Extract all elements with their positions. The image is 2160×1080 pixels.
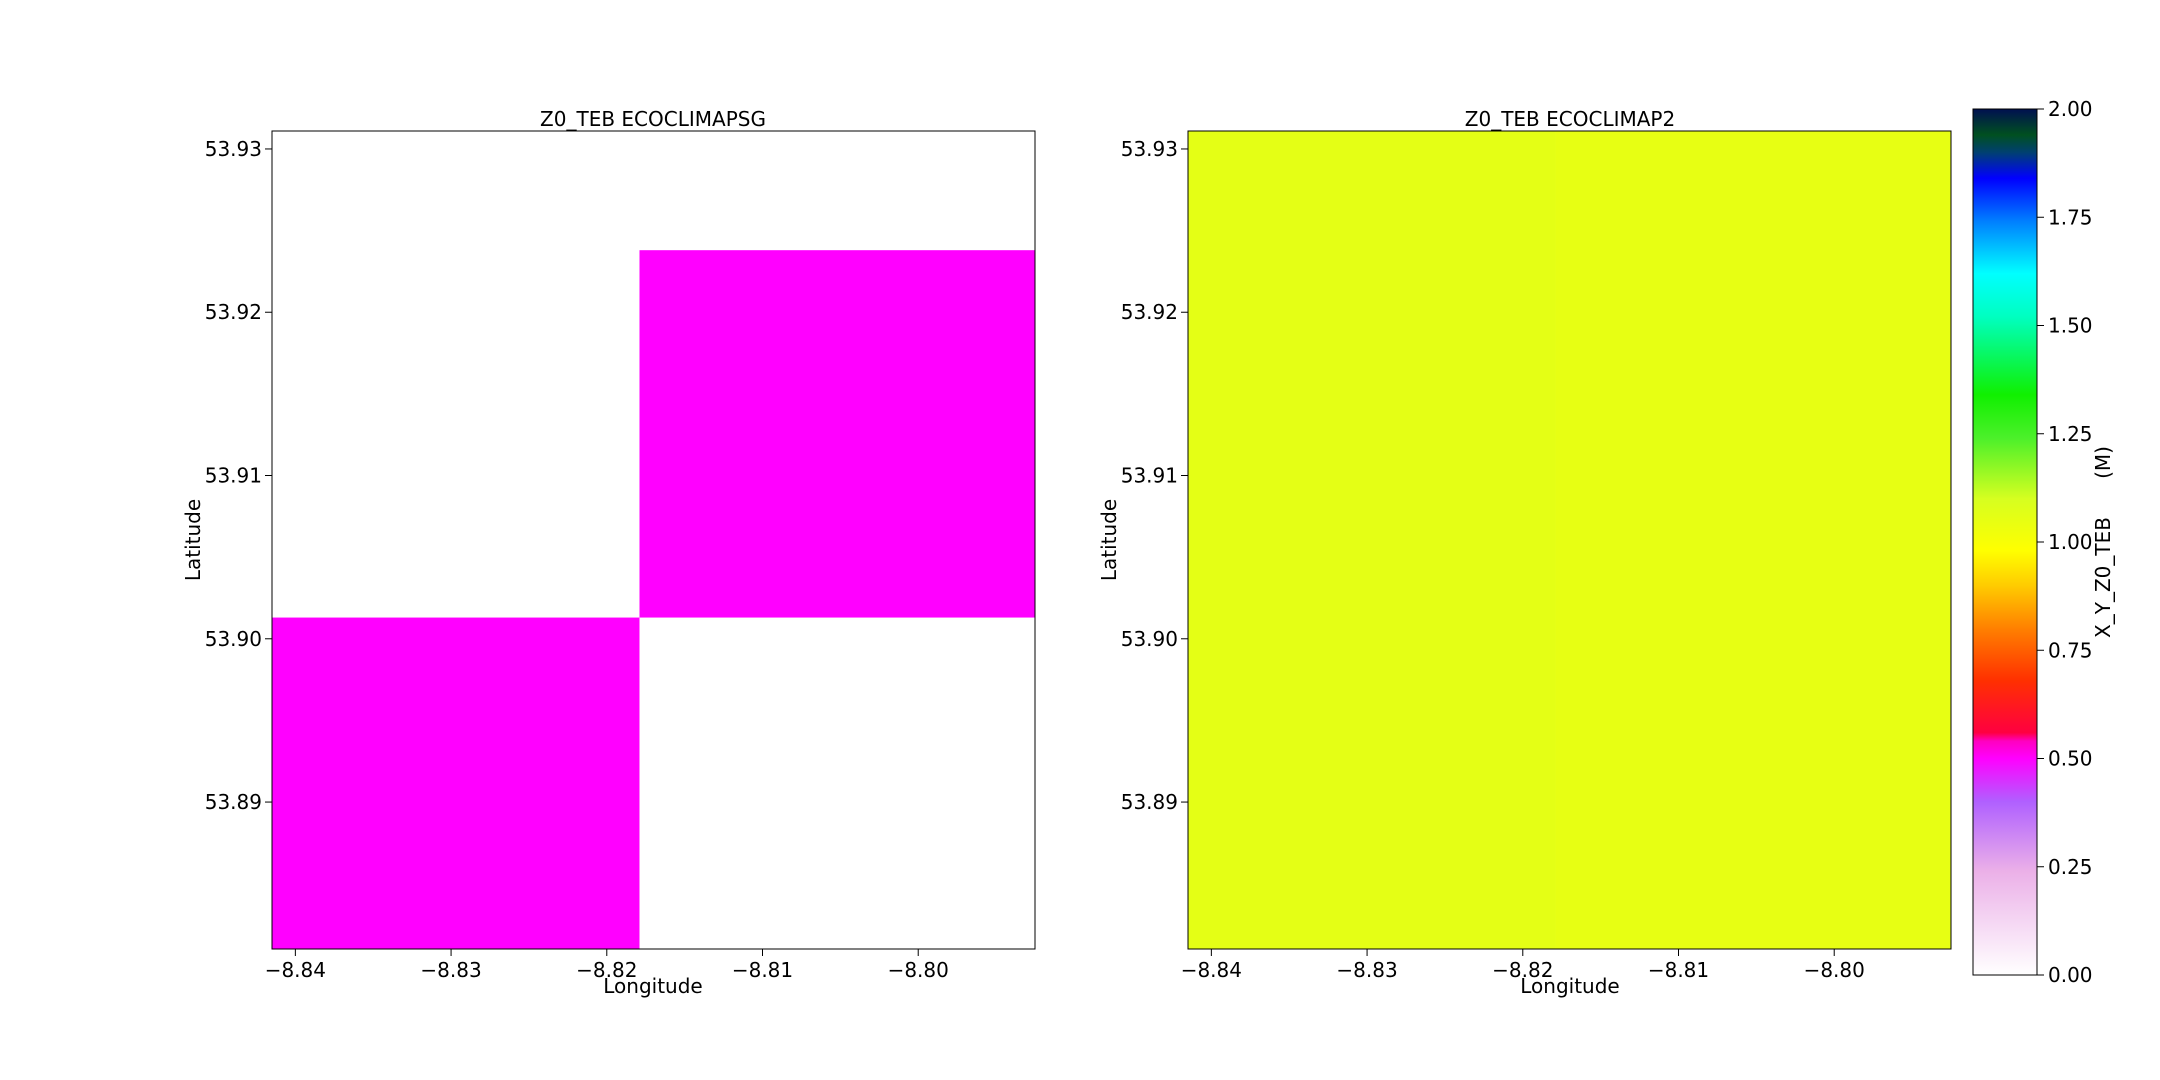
left-xtick-label: −8.82: [576, 958, 637, 982]
right-ytick-label: 53.90: [1121, 627, 1178, 651]
right-xtick-label: −8.82: [1492, 958, 1553, 982]
left-xticks: −8.84 −8.83 −8.82 −8.81 −8.80: [265, 949, 949, 982]
right-xtick-label: −8.84: [1181, 958, 1242, 982]
right-yticks: 53.89 53.90 53.91 53.92 53.93: [1121, 137, 1188, 814]
right-cells: [1188, 131, 1951, 949]
panel-right: Z0_TEB ECOCLIMAP2 −8.84 −8.83 −8.82 −8.81 −8…: [1097, 107, 1952, 998]
colorbar-label: X_Y_Z0_TEB (M): [2091, 446, 2115, 638]
left-cell-0: [272, 617, 640, 949]
right-xticks: −8.84 −8.83 −8.82 −8.81 −8.80: [1181, 949, 1865, 982]
left-ytick-label: 53.92: [205, 300, 262, 324]
colorbar-gradient: [1972, 108, 2038, 976]
right-xtick-label: −8.81: [1648, 958, 1709, 982]
right-ytick-label: 53.91: [1121, 464, 1178, 488]
left-xtick-label: −8.80: [888, 958, 949, 982]
right-ylabel: Latitude: [1097, 499, 1121, 581]
right-cell-1: [1555, 131, 1951, 949]
colorbar-tick-label: 0.50: [2048, 747, 2093, 771]
left-axes-frame: [271, 130, 1036, 950]
right-xtick-label: −8.80: [1804, 958, 1865, 982]
panel-left: Z0_TEB ECOCLIMAPSG −8.84 −8.83 −8.82 −8.81−…: [181, 107, 1036, 998]
left-xlabel: Longitude: [603, 974, 702, 998]
left-ytick-label: 53.91: [205, 464, 262, 488]
left-xtick-label: −8.84: [265, 958, 326, 982]
right-ytick-label: 53.92: [1121, 300, 1178, 324]
colorbar-ticks: 0.00 0.25 0.50 0.75 1.00 1.25 1.50 1.75 2.00: [2037, 97, 2093, 987]
left-cells: [272, 250, 1035, 949]
left-ylabel: Latitude: [181, 499, 205, 581]
right-xlabel: Longitude: [1520, 974, 1619, 998]
left-cell-1: [639, 250, 1035, 618]
colorbar-tick-label: 1.50: [2048, 314, 2093, 338]
right-xtick-label: −8.83: [1336, 958, 1397, 982]
left-yticks: 53.89 53.90 53.91 53.92 53.93: [205, 137, 272, 814]
left-title: Z0_TEB ECOCLIMAPSG: [540, 107, 766, 131]
colorbar-tick-label: 1.75: [2048, 205, 2093, 229]
colorbar-tick-label: 0.00: [2048, 963, 2093, 987]
colorbar-tick-label: 2.00: [2048, 97, 2093, 121]
left-ytick-label: 53.90: [205, 627, 262, 651]
right-title: Z0_TEB ECOCLIMAP2: [1465, 107, 1675, 131]
right-ytick-label: 53.93: [1121, 137, 1178, 161]
left-ytick-label: 53.93: [205, 137, 262, 161]
colorbar: 0.00 0.25 0.50 0.75 1.00 1.25 1.50 1.75 2.00 X_Y…: [1972, 97, 2115, 987]
left-xtick-label: −8.81: [732, 958, 793, 982]
colorbar-tick-label: 1.25: [2048, 422, 2093, 446]
left-ytick-label: 53.89: [205, 790, 262, 814]
colorbar-tick-label: 1.00: [2048, 530, 2093, 554]
left-xtick-label: −8.83: [420, 958, 481, 982]
right-axes-frame: [1187, 130, 1952, 950]
colorbar-tick-label: 0.75: [2048, 638, 2093, 662]
right-ytick-label: 53.89: [1121, 790, 1178, 814]
colorbar-tick-label: 0.25: [2048, 855, 2093, 879]
right-cell-0: [1188, 131, 1556, 949]
